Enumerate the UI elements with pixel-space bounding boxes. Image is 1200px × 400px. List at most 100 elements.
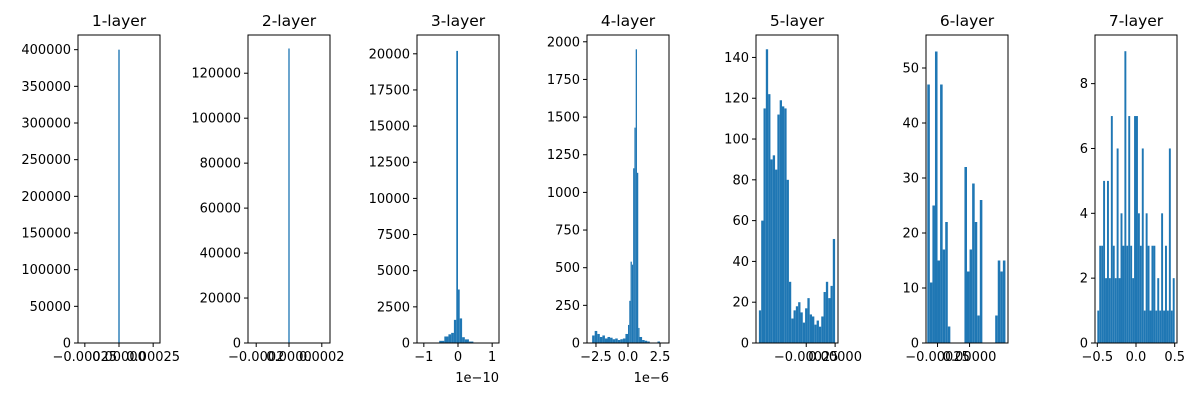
histogram-bar xyxy=(781,106,785,343)
histogram-bar xyxy=(604,338,608,343)
x-offset-label: 1e−6 xyxy=(634,371,669,386)
y-tick-label: 20 xyxy=(902,227,919,242)
histogram-bar xyxy=(1108,278,1111,343)
histogram-bar xyxy=(932,205,935,343)
x-tick-label: 0.0002 xyxy=(299,350,345,365)
histogram-bar xyxy=(1000,271,1003,343)
histogram-bar xyxy=(974,222,978,343)
histogram-bar xyxy=(635,49,637,344)
histogram-bar xyxy=(439,340,445,343)
histogram-bar xyxy=(594,330,598,343)
x-tick-label: 2.5 xyxy=(650,350,671,365)
histogram-bar xyxy=(830,285,833,343)
histogram-bar xyxy=(1141,148,1144,343)
histogram-bar xyxy=(977,315,980,343)
y-tick-label: 15000 xyxy=(369,120,410,135)
histogram-bar xyxy=(1159,310,1162,343)
x-tick-label: 0.00025 xyxy=(126,350,180,365)
histogram-bar xyxy=(940,84,943,343)
subplot-title: 7-layer xyxy=(1109,12,1164,30)
histogram-bar xyxy=(945,222,948,343)
histogram-bar xyxy=(468,341,474,343)
histogram-bar xyxy=(1126,245,1129,343)
histogram-bar xyxy=(1132,278,1135,343)
histogram-bar xyxy=(639,336,643,343)
histogram-bar xyxy=(979,200,983,343)
histogram-bar xyxy=(947,326,951,343)
y-tick-label: 150000 xyxy=(21,227,71,242)
histogram-bar xyxy=(1157,278,1160,343)
histogram-bar xyxy=(791,318,794,343)
y-tick-label: 120000 xyxy=(191,67,241,82)
y-tick-label: 80000 xyxy=(200,157,241,172)
histogram-bar xyxy=(934,51,938,343)
subplot-title: 1-layer xyxy=(92,12,147,30)
y-tick-label: 50000 xyxy=(30,300,71,315)
histogram-bar xyxy=(597,333,600,343)
histogram-bar xyxy=(779,100,782,344)
histogram-bar xyxy=(1128,116,1131,343)
histogram-bar xyxy=(628,324,630,343)
histogram-bar xyxy=(942,249,946,343)
histogram-bar xyxy=(592,335,595,343)
y-tick-label: 1500 xyxy=(547,111,580,126)
histogram-bar xyxy=(1166,310,1169,343)
histogram-bar xyxy=(765,49,769,343)
x-offset-label: 1e−10 xyxy=(455,371,499,386)
x-tick-label: −0.00025 xyxy=(774,350,839,365)
y-tick-label: 10000 xyxy=(369,192,410,207)
y-tick-label: 40 xyxy=(732,255,749,270)
y-tick-label: 0 xyxy=(741,337,749,352)
histogram-bar xyxy=(1172,278,1175,343)
histogram-bar xyxy=(625,333,628,343)
histogram-bar xyxy=(758,310,762,343)
histogram-bar xyxy=(1145,213,1148,343)
y-tick-label: 40000 xyxy=(200,247,241,262)
x-tick-label: −0.5 xyxy=(1082,350,1114,365)
histogram-bar xyxy=(458,289,460,343)
y-tick-label: 20000 xyxy=(200,292,241,307)
histogram-bar xyxy=(816,320,819,343)
y-tick-label: 200000 xyxy=(21,190,71,205)
histogram-bar xyxy=(818,326,822,343)
y-tick-label: 140 xyxy=(724,51,749,66)
histogram-bar xyxy=(770,159,773,343)
histogram-bar xyxy=(784,108,787,344)
histogram-bar xyxy=(795,306,799,343)
histogram-bar xyxy=(927,84,930,343)
histogram-bar xyxy=(788,281,792,343)
histogram-bar xyxy=(1118,278,1121,343)
y-tick-label: 2 xyxy=(1080,272,1088,287)
histogram-bar xyxy=(997,260,1001,343)
histogram-bar xyxy=(1163,310,1166,343)
x-tick-label: 0.00000 xyxy=(808,350,862,365)
y-tick-label: 30 xyxy=(902,172,919,187)
histogram-bar xyxy=(622,338,626,343)
subplot-3: 0 2500 5000 7500 10000 12500 15000 17500 20000 −1… xyxy=(369,12,500,386)
histogram-bar xyxy=(462,337,465,343)
histogram-bar xyxy=(1147,245,1150,343)
histogram-bar xyxy=(444,336,449,343)
histogram-bar xyxy=(772,155,776,343)
histogram-bar xyxy=(793,310,796,343)
subplot-title: 6-layer xyxy=(940,12,995,30)
y-tick-label: 17500 xyxy=(369,83,410,98)
x-tick-label: 0.0 xyxy=(1126,350,1147,365)
histogram-bar xyxy=(630,261,632,343)
y-tick-label: 0 xyxy=(63,337,71,352)
subplot-4: 0 250 500 750 1000 1250 1500 1750 2000 −2.5 0.0 2.5… xyxy=(547,12,670,386)
histogram-bar xyxy=(828,298,831,343)
y-tick-label: 250000 xyxy=(21,153,71,168)
histogram-bar xyxy=(1149,310,1152,343)
subplot-7: 0 2 4 6 8 −0.5 0.0 0.5 7-layer xyxy=(1080,12,1185,365)
y-tick-label: 80 xyxy=(732,173,749,188)
axes-frame xyxy=(755,34,839,344)
y-tick-label: 0 xyxy=(1080,337,1088,352)
histogram-bar xyxy=(814,324,817,343)
histogram-bar xyxy=(1153,245,1156,343)
x-tick-label: 0.0 xyxy=(618,350,639,365)
y-tick-label: 120 xyxy=(724,92,749,107)
histogram-bar xyxy=(821,316,824,343)
